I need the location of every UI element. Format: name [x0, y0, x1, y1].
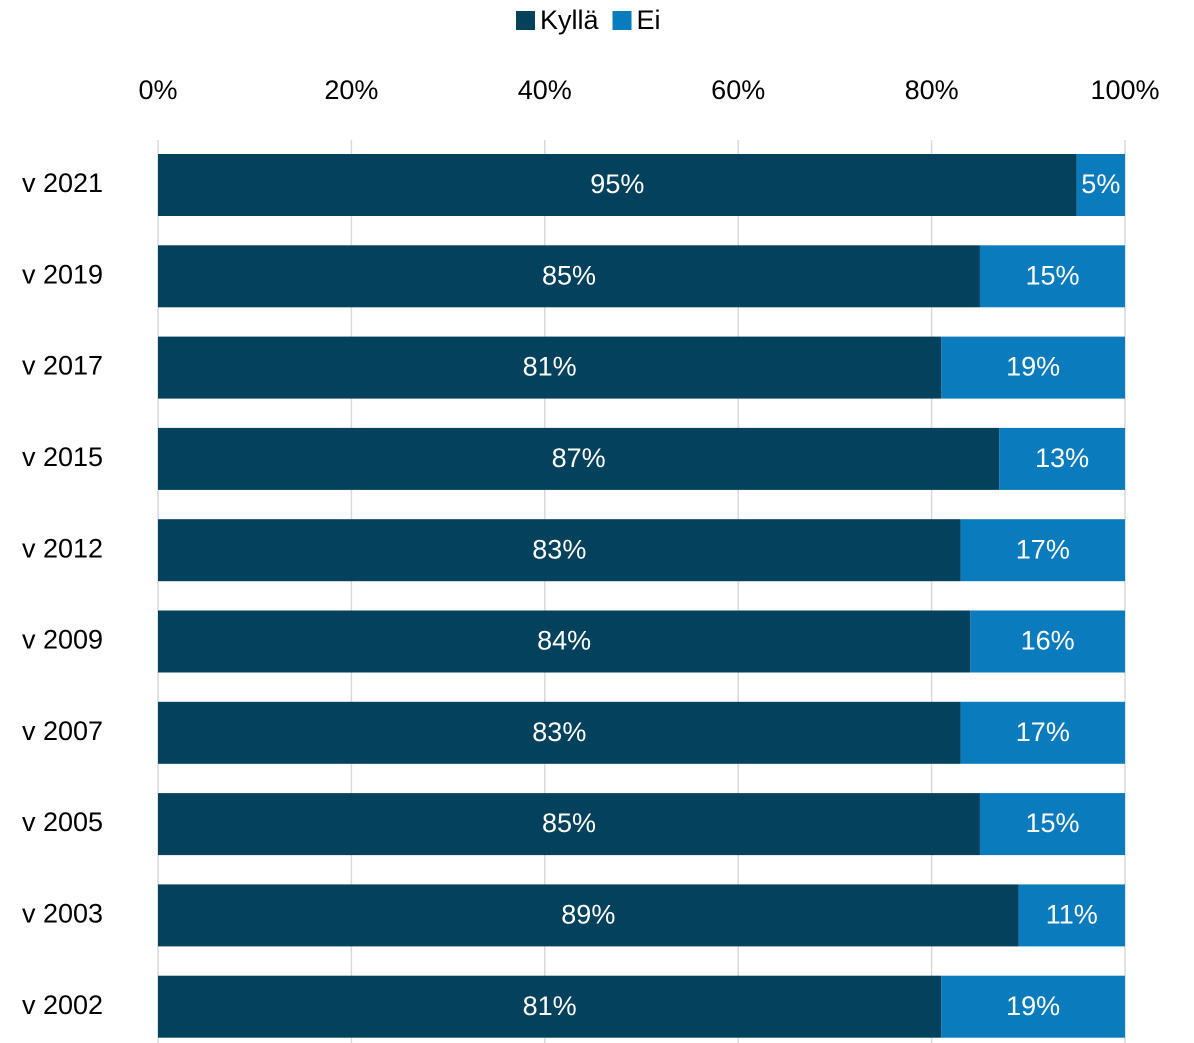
value-label: 95% — [590, 169, 644, 199]
value-label: 15% — [1025, 260, 1079, 290]
y-tick-label: v 2017 — [22, 351, 103, 381]
y-tick-label: v 2015 — [22, 442, 103, 472]
bar-segment — [941, 336, 1125, 399]
value-label: 84% — [537, 626, 591, 656]
y-tick-label: v 2007 — [22, 716, 103, 746]
bar-segment — [158, 701, 961, 764]
x-tick-label: 40% — [518, 75, 572, 105]
y-tick-label: v 2002 — [22, 990, 103, 1020]
y-tick-label: v 2019 — [22, 259, 103, 289]
value-label: 11% — [1046, 900, 1098, 930]
value-label: 16% — [1021, 626, 1075, 656]
bar-segment — [1076, 154, 1125, 216]
bar-segment — [999, 427, 1125, 490]
bar-segment — [960, 701, 1125, 764]
value-label: 87% — [552, 443, 606, 473]
value-label: 83% — [532, 717, 586, 747]
bar-segment — [1018, 884, 1125, 947]
x-tick-label: 0% — [138, 75, 177, 105]
bar-segment — [970, 610, 1125, 673]
value-label: 13% — [1035, 443, 1089, 473]
legend-swatch — [612, 11, 632, 30]
value-label: 19% — [1006, 991, 1060, 1021]
x-tick-label: 20% — [324, 75, 378, 105]
x-tick-label: 80% — [905, 75, 959, 105]
value-label: 89% — [561, 900, 615, 930]
legend-label: Kyllä — [540, 5, 600, 35]
x-tick-label: 100% — [1090, 75, 1159, 105]
bar-segment — [158, 793, 980, 856]
value-label: 19% — [1006, 352, 1060, 382]
y-tick-label: v 2005 — [22, 807, 103, 837]
legend-label: Ei — [637, 5, 661, 35]
value-label: 81% — [523, 352, 577, 382]
y-tick-label: v 2012 — [22, 533, 103, 563]
bar-segment — [158, 154, 1077, 216]
value-label: 17% — [1016, 717, 1070, 747]
bar-segment — [158, 519, 961, 582]
bar-segment — [158, 884, 1019, 947]
bar-segment — [960, 519, 1125, 582]
y-tick-label: v 2009 — [22, 625, 103, 655]
bar-segment — [979, 245, 1125, 308]
bar-segment — [158, 975, 942, 1038]
value-label: 5% — [1081, 169, 1120, 199]
legend-swatch — [516, 11, 535, 30]
bar-segment — [158, 336, 942, 399]
bar-segment — [979, 793, 1125, 856]
bar-segment — [941, 975, 1125, 1038]
y-tick-label: v 2003 — [22, 899, 103, 929]
value-label: 81% — [523, 991, 577, 1021]
value-label: 15% — [1025, 808, 1079, 838]
bar-segment — [158, 610, 971, 673]
y-tick-label: v 2021 — [22, 168, 103, 198]
value-label: 85% — [542, 260, 596, 290]
x-tick-label: 60% — [711, 75, 765, 105]
value-label: 17% — [1016, 534, 1070, 564]
value-label: 85% — [542, 808, 596, 838]
value-label: 83% — [532, 534, 586, 564]
bar-segment — [158, 245, 980, 308]
bar-segment — [158, 427, 1000, 490]
